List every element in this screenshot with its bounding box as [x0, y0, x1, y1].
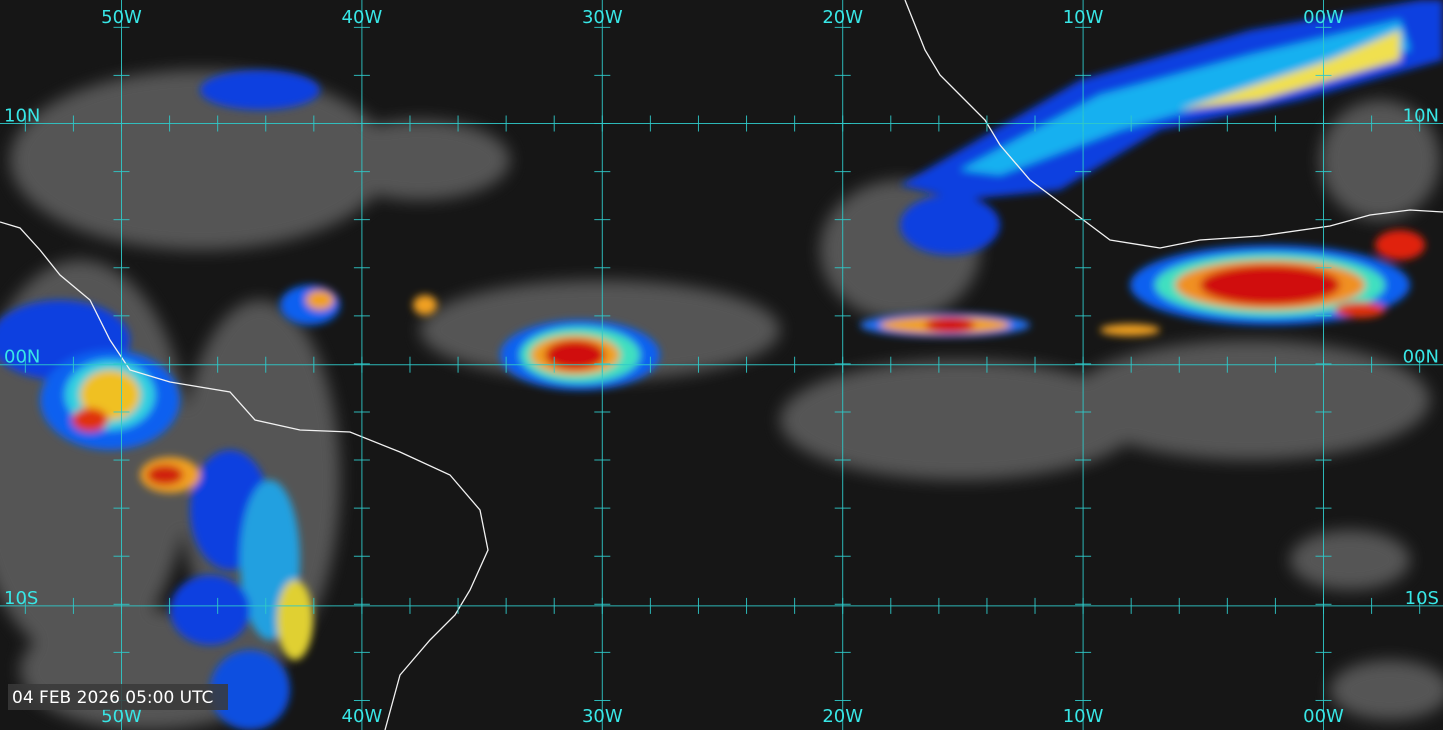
lon-label-bottom: 30W — [582, 706, 623, 727]
lat-label-left: 00N — [4, 347, 40, 368]
lat-label-right: 10N — [1403, 106, 1439, 127]
lon-label-top: 10W — [1063, 7, 1104, 28]
lon-label-top: 50W — [101, 7, 142, 28]
lat-label-right: 00N — [1403, 347, 1439, 368]
lon-label-top: 00W — [1303, 7, 1344, 28]
lon-label-top: 40W — [342, 7, 383, 28]
lon-label-bottom: 50W — [101, 706, 142, 727]
lon-label-bottom: 10W — [1063, 706, 1104, 727]
lon-label-bottom: 00W — [1303, 706, 1344, 727]
lat-label-left: 10S — [4, 588, 38, 609]
grid-labels: 50W 50W 40W 40W 30W 30W 20W 20W 10W 10W 00W 00W 10N 1… — [4, 7, 1439, 727]
lat-label-left: 10N — [4, 106, 40, 127]
timestamp: 04 FEB 2026 05:00 UTC — [12, 688, 213, 708]
lat-label-right: 10S — [1405, 588, 1439, 609]
timestamp-box — [8, 684, 228, 710]
lon-label-bottom: 20W — [822, 706, 863, 727]
lon-label-bottom: 40W — [342, 706, 383, 727]
lon-label-top: 20W — [822, 7, 863, 28]
lon-label-top: 30W — [582, 7, 623, 28]
